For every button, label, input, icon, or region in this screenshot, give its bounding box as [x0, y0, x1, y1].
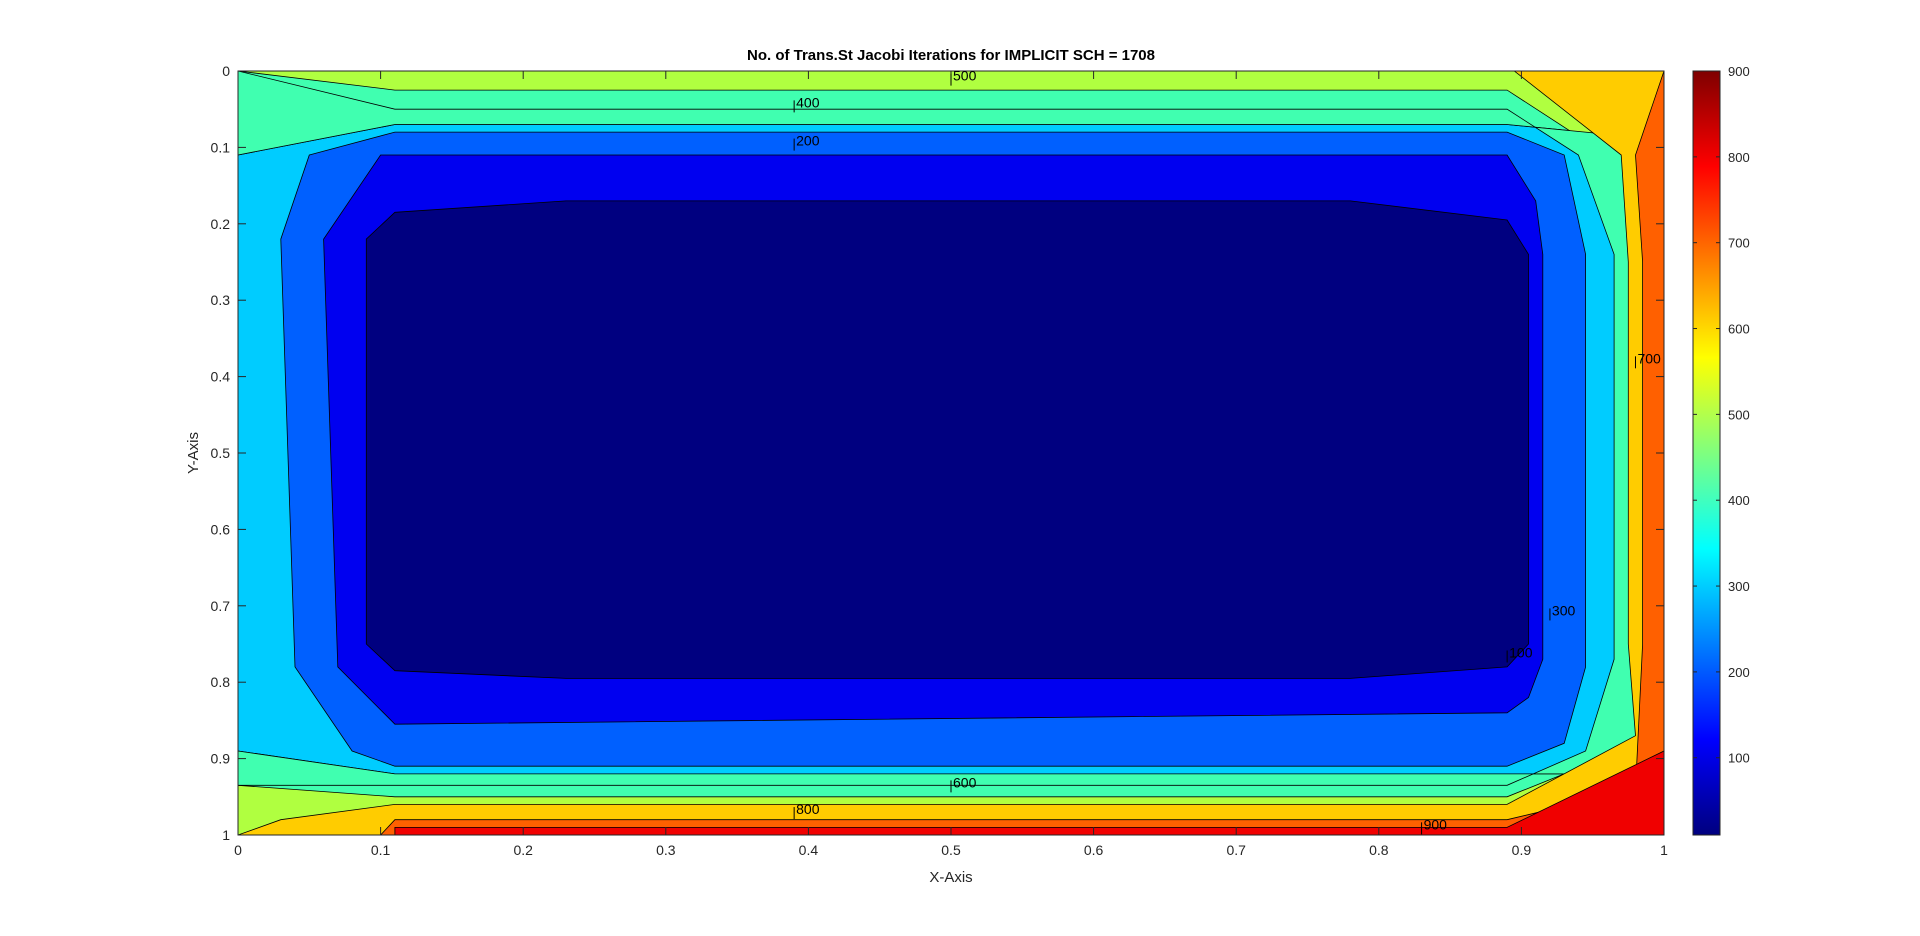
x-tick-label: 0.5 [941, 842, 961, 858]
colorbar-tick-label: 900 [1728, 64, 1750, 79]
x-tick-label: 0.3 [656, 842, 676, 858]
y-tick-label: 0.1 [211, 139, 231, 155]
contour-label: 300 [1552, 602, 1576, 618]
y-tick-label: 0.9 [211, 751, 231, 767]
y-tick-label: 1 [222, 827, 230, 843]
contour-region-600 [238, 71, 1664, 835]
contour-labels: 500 400 200 700 300 100 600 800 900 [793, 68, 1661, 835]
contour-label: 600 [953, 774, 977, 790]
contour-label: 100 [1509, 644, 1533, 660]
contour-label: 200 [796, 133, 820, 149]
colorbar-gradient [1692, 70, 1721, 836]
y-tick-label: 0.5 [211, 445, 231, 461]
contour-label: 800 [796, 801, 820, 817]
x-axis: 0 0.1 0.2 0.3 0.4 0.5 0.6 0.7 0.8 0.9 1 [234, 71, 1668, 858]
contour-region-0 [365, 200, 1529, 679]
colorbar-tick-label: 200 [1728, 665, 1750, 680]
x-tick-label: 0.2 [513, 842, 533, 858]
y-tick-label: 0.6 [211, 521, 231, 537]
colorbar-tick-label: 400 [1728, 493, 1750, 508]
x-tick-label: 0.6 [1084, 842, 1104, 858]
colorbar-tick-label: 300 [1728, 579, 1750, 594]
x-tick-label: 0.7 [1226, 842, 1246, 858]
y-tick-label: 0.4 [211, 369, 231, 385]
contour-label: 500 [953, 68, 977, 84]
contour-region-800 [394, 750, 1664, 835]
colorbar-tick-label: 100 [1728, 751, 1750, 766]
x-tick-label: 0 [234, 842, 242, 858]
contour-label: 700 [1637, 350, 1661, 366]
colorbar-tick-label: 500 [1728, 407, 1750, 422]
y-axis-label: Y-Axis [185, 432, 202, 474]
y-tick-label: 0.8 [211, 674, 231, 690]
y-tick-label: 0 [222, 63, 230, 79]
chart-title: No. of Trans.St Jacobi Iterations for IM… [747, 47, 1155, 64]
colorbar-tick-label: 700 [1728, 236, 1750, 251]
colorbar-tick-label: 800 [1728, 150, 1750, 165]
contour-label: 400 [796, 94, 820, 110]
contour-region-400 [238, 71, 1664, 786]
x-tick-label: 1 [1660, 842, 1668, 858]
y-tick-label: 0.3 [211, 292, 231, 308]
y-tick-label: 0.2 [211, 216, 231, 232]
contour-label: 900 [1424, 816, 1448, 832]
colorbar: 100 200 300 400 500 600 700 800 900 [1692, 64, 1750, 836]
x-tick-label: 0.4 [799, 842, 819, 858]
contour-regions [238, 71, 1664, 835]
y-tick-label: 0.7 [211, 598, 231, 614]
colorbar-tick-label: 600 [1728, 322, 1750, 337]
y-axis: 0 0.1 0.2 0.3 0.4 0.5 0.6 0.7 0.8 0.9 1 [211, 63, 1664, 843]
x-tick-label: 0.1 [371, 842, 391, 858]
x-tick-label: 0.8 [1369, 842, 1389, 858]
x-axis-label: X-Axis [929, 869, 972, 886]
x-tick-label: 0.9 [1512, 842, 1532, 858]
